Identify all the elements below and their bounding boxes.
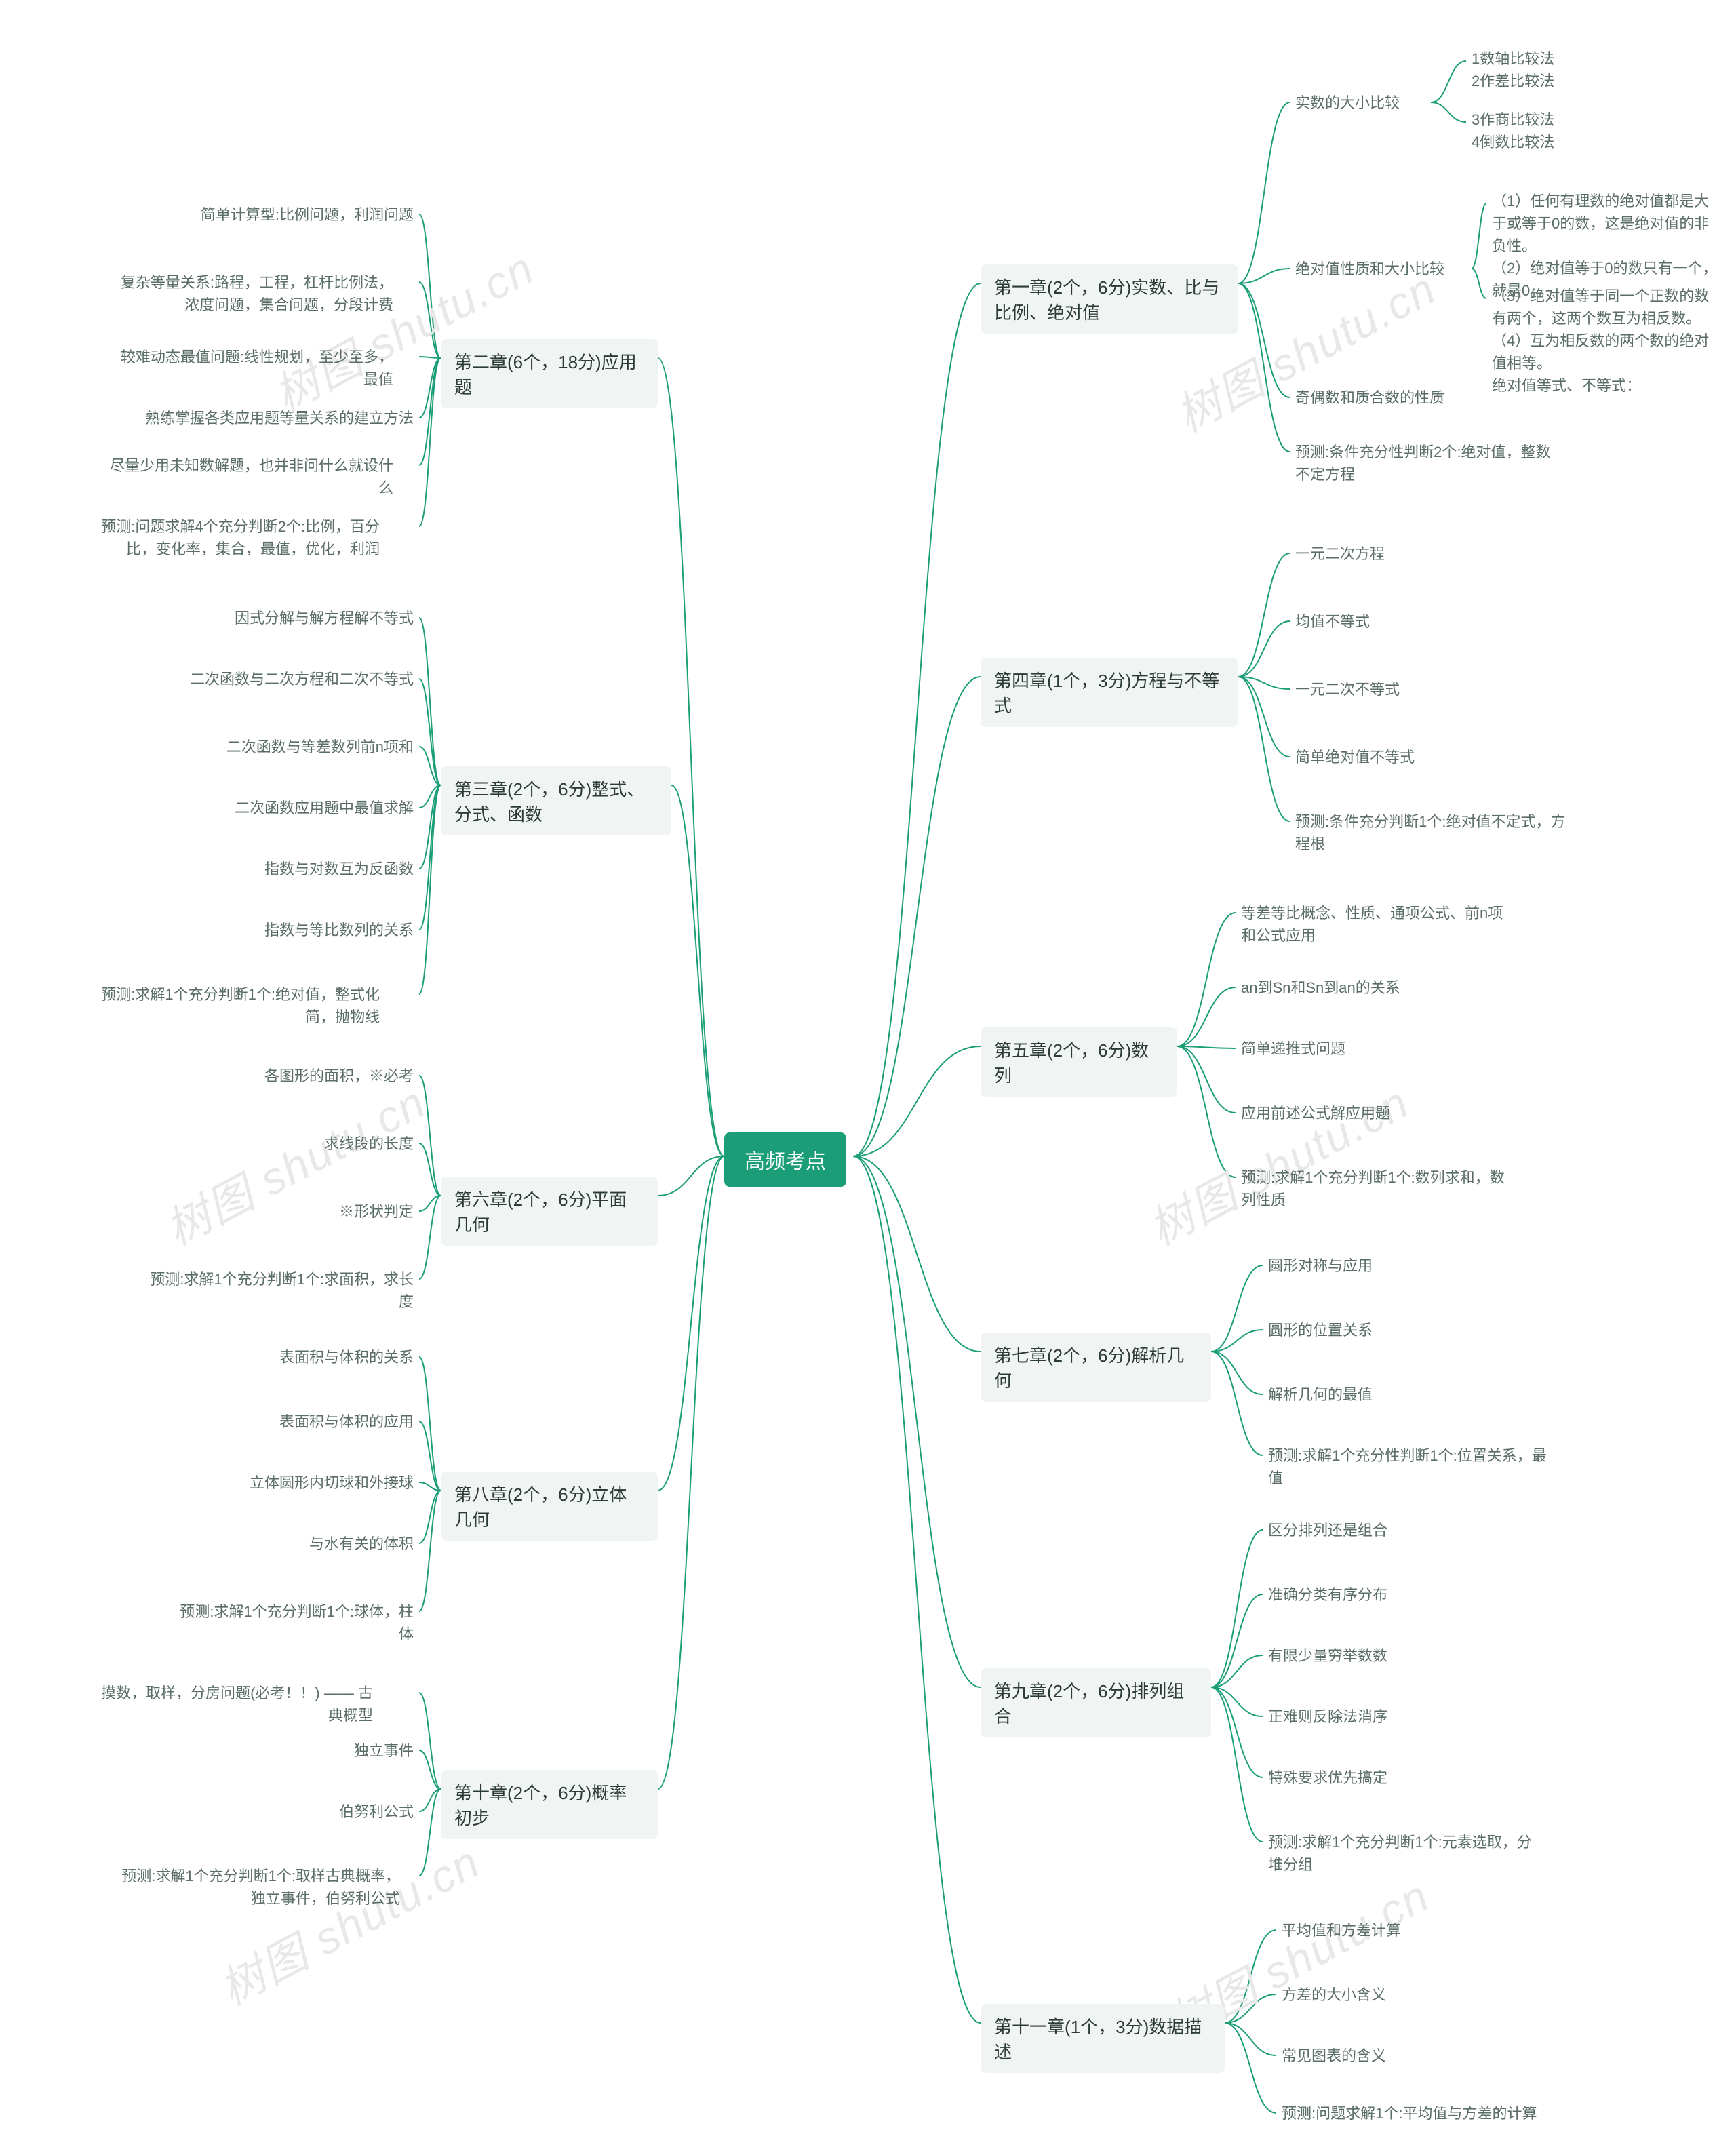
branch-node: 第六章(2个，6分)平面几何 (441, 1177, 658, 1246)
leaf-node: 预测:求解1个充分判断1个:求面积，求长度 (136, 1268, 414, 1313)
leaf-node: 方差的大小含义 (1282, 1984, 1386, 2006)
leaf-node: 实数的大小比较 (1295, 92, 1431, 114)
leaf-node: 特殊要求优先搞定 (1268, 1767, 1387, 1789)
leaf-node: 常见图表的含义 (1282, 2045, 1386, 2067)
leaf-node: 表面积与体积的关系 (251, 1346, 414, 1368)
leaf-node: 二次函数与等差数列前n项和 (203, 736, 414, 758)
leaf-node: 绝对值性质和大小比较 (1295, 258, 1472, 280)
leaf-node: 预测:求解1个充分判断1个:球体，柱体 (170, 1600, 414, 1645)
leaf-node: 预测:求解1个充分判断1个:取样古典概率，独立事件，伯努利公式 (115, 1865, 400, 1910)
leaf-node: 预测:求解1个充分判断1个:绝对值，整式化简，抛物线 (95, 983, 380, 1028)
branch-node: 第四章(1个，3分)方程与不等式 (981, 658, 1238, 727)
leaf-node: 准确分类有序分布 (1268, 1583, 1387, 1606)
leaf-node: ※形状判定 (319, 1200, 414, 1223)
branch-node: 第九章(2个，6分)排列组合 (981, 1668, 1211, 1737)
leaf-node: 指数与等比数列的关系 (231, 919, 414, 941)
branch-node: 第七章(2个，6分)解析几何 (981, 1333, 1211, 1402)
branch-node: 第二章(6个，18分)应用题 (441, 339, 658, 408)
leaf-node: 指数与对数互为反函数 (231, 858, 414, 880)
branch-node: 第一章(2个，6分)实数、比与比例、绝对值 (981, 264, 1238, 334)
subleaf-node: 3作商比较法 4倒数比较法 (1472, 109, 1554, 153)
leaf-node: 各图形的面积，※必考 (251, 1065, 414, 1087)
branch-node: 第三章(2个，6分)整式、分式、函数 (441, 766, 671, 835)
leaf-node: 预测:求解1个充分判断1个:数列求和，数列性质 (1241, 1166, 1512, 1211)
branch-node: 第十章(2个，6分)概率初步 (441, 1770, 658, 1839)
leaf-node: 求线段的长度 (298, 1132, 414, 1155)
leaf-node: 圆形的位置关系 (1268, 1319, 1373, 1341)
leaf-node: 二次函数应用题中最值求解 (203, 797, 414, 819)
branch-node: 第八章(2个，6分)立体几何 (441, 1472, 658, 1541)
leaf-node: 二次函数与二次方程和二次不等式 (176, 668, 414, 690)
watermark: 树图 shutu.cn (1136, 1067, 1419, 1259)
leaf-node: 区分排列还是组合 (1268, 1519, 1387, 1541)
leaf-node: 与水有关的体积 (285, 1533, 414, 1555)
leaf-node: 简单递推式问题 (1241, 1038, 1345, 1060)
leaf-node: 等差等比概念、性质、通项公式、前n项和公式应用 (1241, 902, 1512, 947)
leaf-node: 平均值和方差计算 (1282, 1919, 1401, 1941)
watermark: 树图 shutu.cn (153, 1067, 436, 1259)
leaf-node: 奇偶数和质合数的性质 (1295, 387, 1444, 409)
branch-node: 第十一章(1个，3分)数据描述 (981, 2004, 1225, 2073)
leaf-node: 解析几何的最值 (1268, 1383, 1373, 1406)
leaf-node: 预测:问题求解4个充分判断2个:比例，百分比，变化率，集合，最值，优化，利润 (95, 515, 380, 560)
subleaf-node: 1数轴比较法 2作差比较法 (1472, 47, 1554, 92)
leaf-node: 预测:求解1个充分判断1个:元素选取，分堆分组 (1268, 1831, 1539, 1876)
leaf-node: 熟练掌握各类应用题等量关系的建立方法 (136, 407, 414, 429)
branch-node: 第五章(2个，6分)数列 (981, 1027, 1177, 1097)
leaf-node: 复杂等量关系:路程，工程，杠杆比例法，浓度问题，集合问题，分段计费 (108, 271, 393, 316)
leaf-node: 预测:条件充分性判断2个:绝对值，整数不定方程 (1295, 441, 1553, 486)
leaf-node: 独立事件 (319, 1739, 414, 1762)
leaf-node: an到Sn和Sn到an的关系 (1241, 977, 1400, 999)
leaf-node: 预测:条件充分判断1个:绝对值不定式，方程根 (1295, 810, 1566, 855)
leaf-node: 摸数，取样，分房问题(必考！！) —— 古典概型 (88, 1682, 373, 1727)
leaf-node: 预测:问题求解1个:平均值与方差的计算 (1282, 2102, 1553, 2125)
center-node: 高频考点 (724, 1132, 846, 1187)
leaf-node: 简单绝对值不等式 (1295, 746, 1415, 768)
leaf-node: 较难动态最值问题:线性规划，至少至多，最值 (108, 346, 393, 391)
leaf-node: 尽量少用未知数解题，也并非问什么就设什么 (108, 454, 393, 499)
subleaf-node: （3）绝对值等于同一个正数的数有两个，这两个数互为相反数。 （4）互为相反数的两… (1492, 285, 1722, 397)
leaf-node: 表面积与体积的应用 (251, 1411, 414, 1433)
leaf-node: 立体圆形内切球和外接球 (224, 1472, 414, 1494)
leaf-node: 应用前述公式解应用题 (1241, 1102, 1390, 1124)
leaf-node: 一元二次不等式 (1295, 678, 1400, 701)
watermark: 树图 shutu.cn (207, 1826, 490, 2018)
leaf-node: 简单计算型:比例问题，利润问题 (170, 203, 414, 226)
leaf-node: 均值不等式 (1295, 610, 1370, 633)
leaf-node: 预测:求解1个充分性判断1个:位置关系，最值 (1268, 1444, 1553, 1489)
leaf-node: 有限少量穷举数数 (1268, 1644, 1387, 1667)
leaf-node: 一元二次方程 (1295, 543, 1385, 565)
leaf-node: 圆形对称与应用 (1268, 1255, 1373, 1277)
leaf-node: 正难则反除法消序 (1268, 1706, 1387, 1728)
leaf-node: 因式分解与解方程解不等式 (203, 607, 414, 629)
leaf-node: 伯努利公式 (312, 1800, 414, 1823)
